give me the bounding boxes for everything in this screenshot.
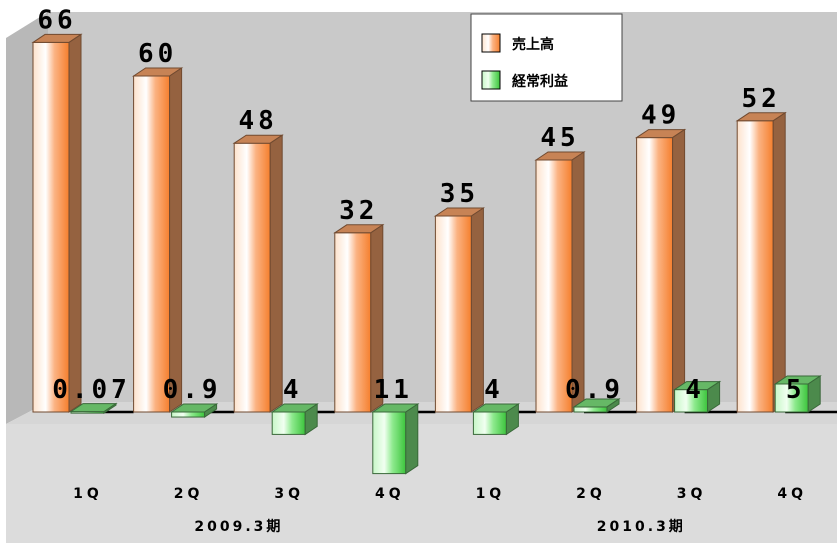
profit-bar xyxy=(572,398,621,413)
profit-bar xyxy=(69,402,118,415)
sales-bar xyxy=(534,151,586,413)
floor-front xyxy=(6,424,837,543)
legend-swatch-sales xyxy=(481,33,501,53)
profit-value-label: 0.9 xyxy=(163,375,222,405)
profit-bar xyxy=(371,403,420,475)
sales-bar xyxy=(433,207,486,413)
profit-value-label: 4 xyxy=(484,375,504,405)
category-tick-label: 1Q xyxy=(476,486,506,502)
profit-value-label: 4 xyxy=(685,375,705,405)
sales-value-label: 66 xyxy=(37,5,76,35)
legend: 売上高 経常利益 xyxy=(470,13,623,102)
sales-bar xyxy=(634,128,687,413)
sales-value-label: 48 xyxy=(239,106,278,136)
category-tick-label: 4Q xyxy=(777,486,807,502)
category-groups: 2009.3期 2010.3期 xyxy=(194,519,686,535)
profit-value-label: 0.07 xyxy=(52,375,131,405)
sales-bar xyxy=(735,111,787,413)
sales-value-label: 32 xyxy=(339,196,378,226)
profit-bar xyxy=(169,403,219,418)
category-tick-label: 1Q xyxy=(73,486,103,502)
category-tick-label: 2Q xyxy=(576,486,606,502)
profit-bar xyxy=(672,380,722,413)
profit-value-label: 5 xyxy=(786,375,806,405)
sales-value-label: 35 xyxy=(440,179,479,209)
value-labels: 66 0.07 60 0.9 48 4 32 11 35 4 45 0.9 49 4 52 5 xyxy=(37,5,806,405)
profit-value-label: 0.9 xyxy=(565,375,624,405)
plot-background xyxy=(6,12,837,543)
bars-layer xyxy=(31,33,822,475)
category-tick-label: 3Q xyxy=(274,486,304,502)
legend-box xyxy=(470,13,623,102)
category-group-label: 2010.3期 xyxy=(597,519,686,535)
sales-value-label: 60 xyxy=(138,39,177,69)
category-tick-label: 4Q xyxy=(375,486,405,502)
category-group-label: 2009.3期 xyxy=(194,519,283,535)
legend-label-sales: 売上高 xyxy=(512,36,554,53)
profit-bar xyxy=(471,403,521,436)
category-ticks: 1Q 2Q 3Q 4Q 1Q 2Q 3Q 4Q xyxy=(73,486,807,502)
profit-bar xyxy=(270,403,319,436)
legend-label-profit: 経常利益 xyxy=(512,73,568,90)
category-tick-label: 3Q xyxy=(677,486,707,502)
profit-value-label: 4 xyxy=(283,375,303,405)
legend-swatch-profit xyxy=(481,70,501,90)
sales-bar xyxy=(131,67,184,413)
sales-value-label: 49 xyxy=(641,101,680,131)
profit-value-label: 11 xyxy=(374,375,413,405)
sales-value-label: 52 xyxy=(742,84,781,114)
sales-bar xyxy=(31,33,83,413)
sales-bar xyxy=(232,134,284,413)
sales-value-label: 45 xyxy=(540,123,579,153)
profit-bar xyxy=(773,375,822,413)
sales-bar xyxy=(333,223,385,413)
category-tick-label: 2Q xyxy=(174,486,204,502)
